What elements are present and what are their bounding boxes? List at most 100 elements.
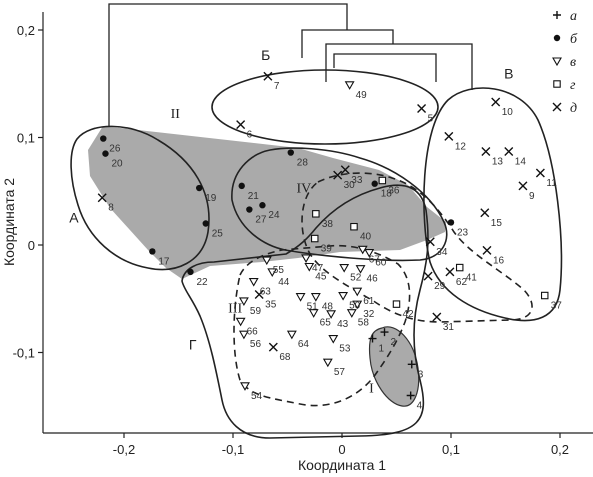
dashed-outlines — [233, 172, 533, 407]
point-label: 38 — [322, 219, 334, 230]
data-point-65: 65 — [308, 309, 332, 329]
point-label: 26 — [109, 144, 121, 155]
data-point-21: 21 — [238, 182, 259, 202]
outline-III — [233, 244, 411, 407]
point-label: 34 — [436, 247, 448, 258]
data-point-53: 53 — [328, 334, 351, 355]
point-label: 18 — [381, 189, 393, 200]
point-label: 67 — [369, 254, 381, 265]
data-point-19: 19 — [196, 184, 217, 204]
legend-label: д — [570, 101, 577, 116]
legend-item-square: г — [553, 78, 576, 93]
outline-IV-dashed — [301, 172, 533, 323]
point-label: 41 — [466, 273, 478, 284]
y-tick-label: 0,1 — [17, 131, 35, 146]
x-axis-label: Координата 1 — [298, 457, 386, 473]
point-label: 39 — [321, 244, 333, 255]
data-point-45: 45 — [304, 262, 327, 283]
data-point-60: 60 — [364, 248, 387, 269]
point-label: 28 — [297, 158, 309, 169]
point-label: 62 — [456, 277, 468, 288]
point-label: 36 — [388, 186, 400, 197]
point-label: 68 — [279, 352, 291, 363]
legend-label: г — [570, 78, 576, 93]
point-label: 24 — [268, 210, 280, 221]
region-II-shade — [88, 126, 446, 279]
data-point-49: 49 — [344, 81, 367, 101]
outline-G — [181, 184, 429, 439]
point-label: 10 — [502, 107, 514, 118]
cluster-outlines — [70, 69, 563, 439]
outline-B — [211, 69, 439, 145]
group-label: I — [369, 381, 374, 396]
data-point-64: 64 — [286, 330, 309, 350]
data-point-61: 61 — [352, 287, 375, 307]
outline-V — [423, 87, 563, 322]
point-label: 50 — [349, 301, 361, 312]
point-label: 55 — [273, 265, 285, 276]
point-label: 32 — [363, 309, 375, 320]
group-label: II — [171, 107, 181, 122]
point-label: 46 — [367, 274, 379, 285]
point-label: 65 — [320, 318, 332, 329]
data-point-67: 67 — [357, 245, 381, 265]
point-label: 60 — [375, 258, 387, 269]
data-point-52: 52 — [339, 264, 362, 284]
point-label: 22 — [196, 277, 208, 288]
y-tick-label: 0,2 — [17, 23, 35, 38]
point-label: 6 — [247, 130, 253, 141]
data-point-39: 39 — [310, 234, 333, 255]
data-point-68: 68 — [268, 342, 291, 363]
point-label: 48 — [322, 302, 334, 313]
point-label: 2 — [391, 337, 397, 348]
data-point-55: 55 — [261, 256, 285, 276]
legend-item-cross: д — [552, 101, 577, 116]
point-label: 4 — [417, 401, 423, 412]
x-tick-label: -0,1 — [222, 442, 244, 457]
data-point-17: 17 — [149, 248, 170, 267]
data-point-46: 46 — [355, 265, 379, 285]
point-label: 8 — [108, 203, 114, 214]
data-point-51: 51 — [295, 293, 319, 313]
data-point-58: 58 — [346, 309, 369, 329]
point-label: 1 — [379, 344, 385, 355]
data-point-6: 6 — [236, 120, 253, 141]
point-label: 9 — [529, 191, 535, 202]
point-label: 40 — [360, 232, 372, 243]
y-tick-label: -0,1 — [13, 346, 35, 361]
data-point-37: 37 — [540, 291, 562, 312]
data-point-56: 56 — [238, 330, 261, 350]
data-point-5: 5 — [417, 103, 434, 124]
data-point-14: 14 — [504, 146, 526, 167]
data-point-36: 36 — [378, 176, 400, 197]
legend-label: а — [570, 9, 577, 24]
shaded-regions — [88, 126, 446, 407]
point-label: 13 — [492, 156, 504, 167]
data-point-50: 50 — [338, 291, 361, 312]
point-label: 59 — [250, 306, 262, 317]
data-point-22: 22 — [187, 268, 208, 288]
point-label: 52 — [350, 273, 362, 284]
data-point-25: 25 — [202, 220, 224, 240]
data-point-40: 40 — [350, 222, 372, 243]
point-label: 30 — [344, 180, 356, 191]
data-point-16: 16 — [482, 245, 505, 266]
point-label: 35 — [265, 299, 277, 310]
data-point-47: 47 — [301, 254, 324, 274]
point-label: 51 — [307, 302, 319, 313]
point-label: 25 — [212, 229, 224, 240]
point-label: 42 — [403, 309, 415, 320]
data-point-66: 66 — [235, 317, 258, 337]
data-point-23: 23 — [447, 219, 469, 238]
data-point-3: 3 — [407, 360, 424, 380]
legend-item-dot: б — [553, 32, 578, 47]
x-tick-label: 0 — [338, 442, 345, 457]
data-point-15: 15 — [480, 208, 502, 229]
data-point-38: 38 — [312, 210, 334, 230]
x-tick-label: -0,2 — [113, 442, 135, 457]
point-label: 17 — [158, 256, 170, 267]
data-point-7: 7 — [263, 71, 280, 92]
y-ticks: -0,1 0 0,1 0,2 — [13, 23, 43, 361]
